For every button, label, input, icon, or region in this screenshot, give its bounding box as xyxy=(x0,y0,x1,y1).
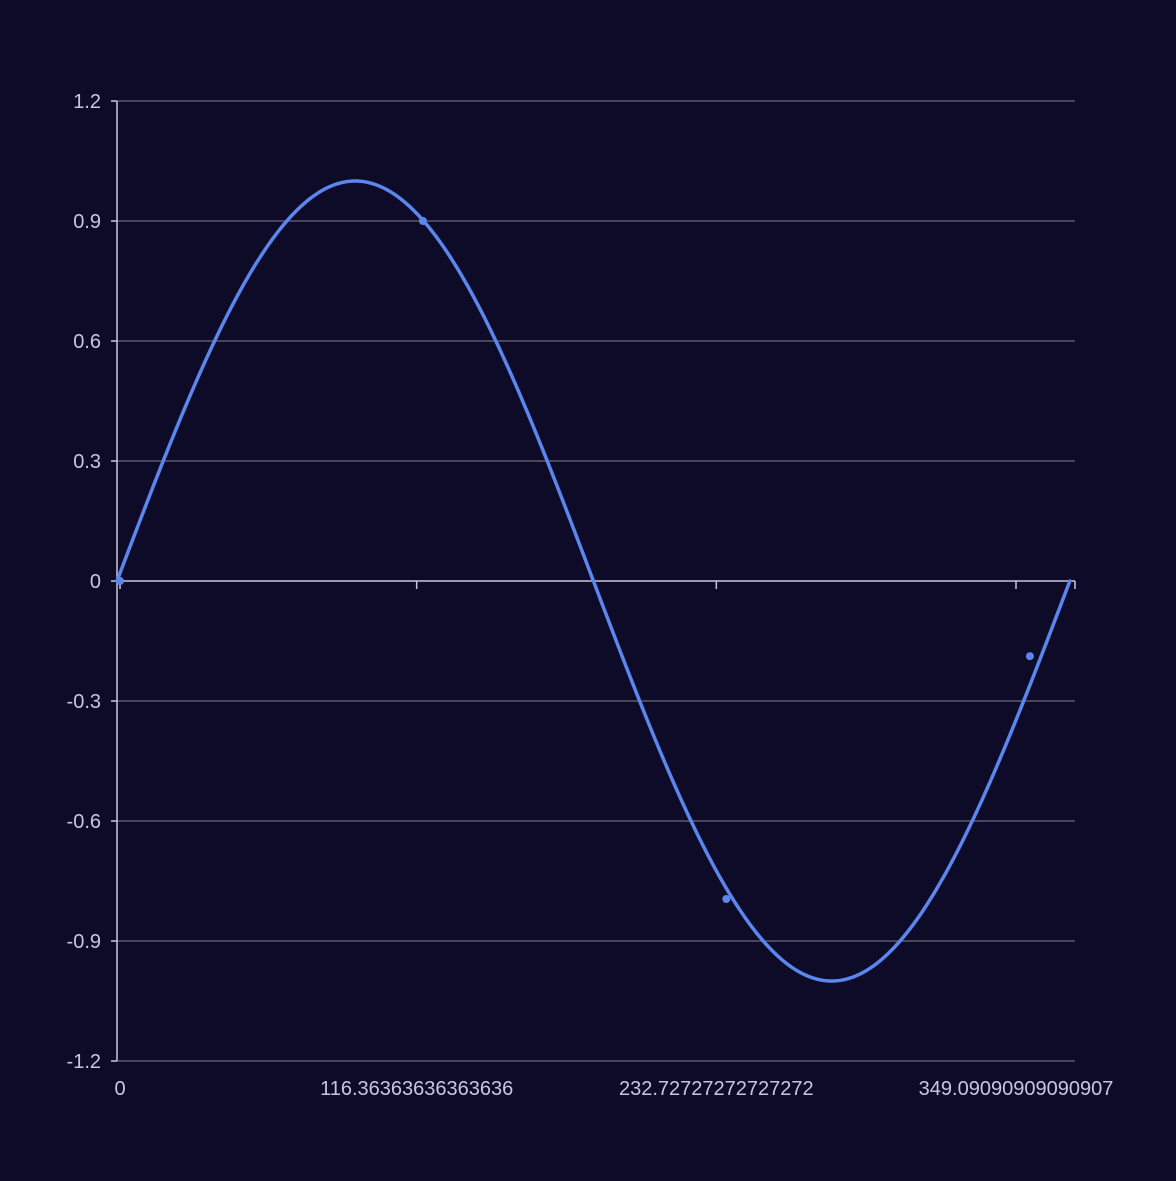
grid-lines xyxy=(117,100,1075,1062)
x-axis-ticks: 0 116.36363636363636 232.72727272727272 349… xyxy=(114,581,1113,1100)
y-axis-ticks: 1.2 0.9 0.6 0.3 0 -0.3 -0.6 -0.9 -1.2 xyxy=(67,91,117,1073)
x-tick-label: 232.72727272727272 xyxy=(619,1078,814,1100)
x-tick-label: 0 xyxy=(114,1078,125,1100)
data-point xyxy=(1025,652,1034,661)
y-tick-label: 1.2 xyxy=(73,91,101,113)
y-tick-label: -0.9 xyxy=(67,931,101,953)
y-tick-label: -1.2 xyxy=(67,1051,101,1073)
y-tick-label: -0.6 xyxy=(67,811,101,833)
y-tick-label: 0 xyxy=(90,571,101,593)
x-tick-label: 116.36363636363636 xyxy=(320,1078,513,1100)
y-tick-label: 0.9 xyxy=(73,211,101,233)
series-line xyxy=(115,179,1072,983)
axes xyxy=(116,101,1075,1061)
series xyxy=(115,179,1072,983)
y-tick-label: 0.3 xyxy=(73,451,101,473)
x-tick-label: 349.09090909090907 xyxy=(919,1078,1114,1100)
data-point xyxy=(722,895,731,903)
y-tick-label: -0.3 xyxy=(67,691,101,713)
y-tick-label: 0.6 xyxy=(73,331,101,353)
data-point xyxy=(418,217,427,225)
data-point xyxy=(116,577,124,585)
